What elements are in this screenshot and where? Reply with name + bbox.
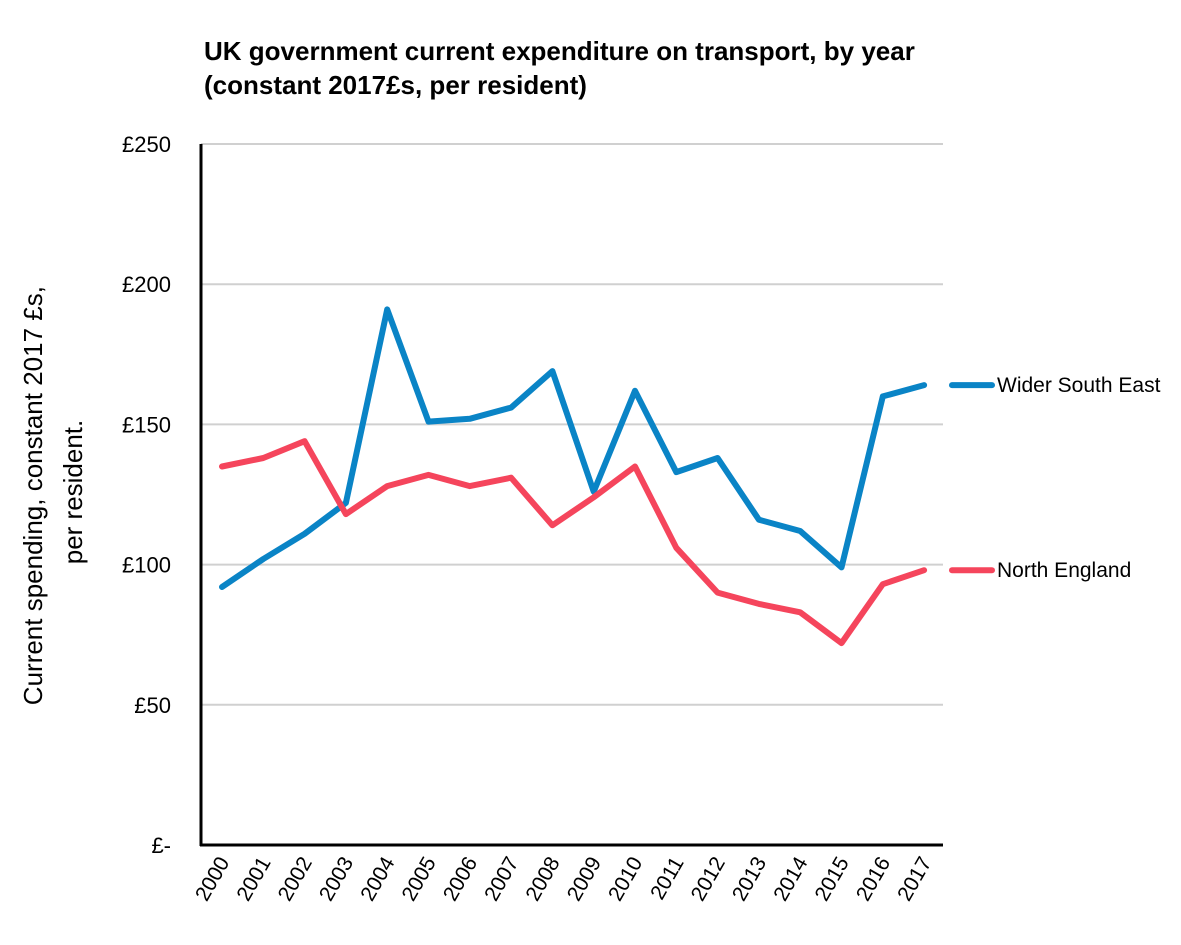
y-tick-label: £100 [122,553,171,578]
legend-label-1: North England [997,559,1131,582]
chart-title: UK government current expenditure on tra… [204,34,915,102]
y-tick-label: £250 [122,132,171,157]
series-line-1 [219,438,928,647]
x-tick-label: 2004 [356,853,399,905]
x-tick-label: 2008 [521,853,564,905]
x-tick-label: 2010 [604,853,647,905]
y-tick-label: £150 [122,412,171,437]
axes [199,144,943,847]
x-tick-labels: 2000200120022003200420052006200720082009… [191,853,936,905]
y-axis-label-line-2: per resident. [58,420,88,565]
x-tick-label: 2013 [728,853,771,905]
x-tick-label: 2005 [398,853,441,905]
x-tick-label: 2006 [439,853,482,905]
x-tick-label: 2016 [852,853,895,905]
x-tick-label: 2001 [232,853,275,905]
x-tick-label: 2007 [480,853,523,905]
legend: Wider South East North England [949,374,1161,582]
x-tick-label: 2014 [769,853,812,905]
chart-title-line-1: UK government current expenditure on tra… [204,36,915,66]
x-tick-label: 2009 [563,853,606,905]
x-tick-label: 2017 [893,853,936,905]
x-tick-label: 2000 [191,853,234,905]
x-tick-label: 2015 [811,853,854,905]
series-lines [219,306,928,647]
y-axis-label-line-1: Current spending, constant 2017 £s, [18,286,48,705]
series-line-0 [219,306,928,590]
x-tick-label: 2002 [274,853,317,905]
y-tick-label: £- [151,833,171,858]
x-tick-label: 2003 [315,853,358,905]
y-axis-label: Current spending, constant 2017 £s, per … [18,279,88,705]
y-tick-label: £200 [122,272,171,297]
x-tick-label: 2011 [646,853,689,904]
chart-title-line-2: (constant 2017£s, per resident) [204,70,587,100]
legend-label-0: Wider South East [997,374,1161,397]
y-tick-labels: £- £50 £100 £150 £200 £250 [122,132,171,858]
x-tick-label: 2012 [687,853,730,905]
y-tick-label: £50 [134,693,171,718]
